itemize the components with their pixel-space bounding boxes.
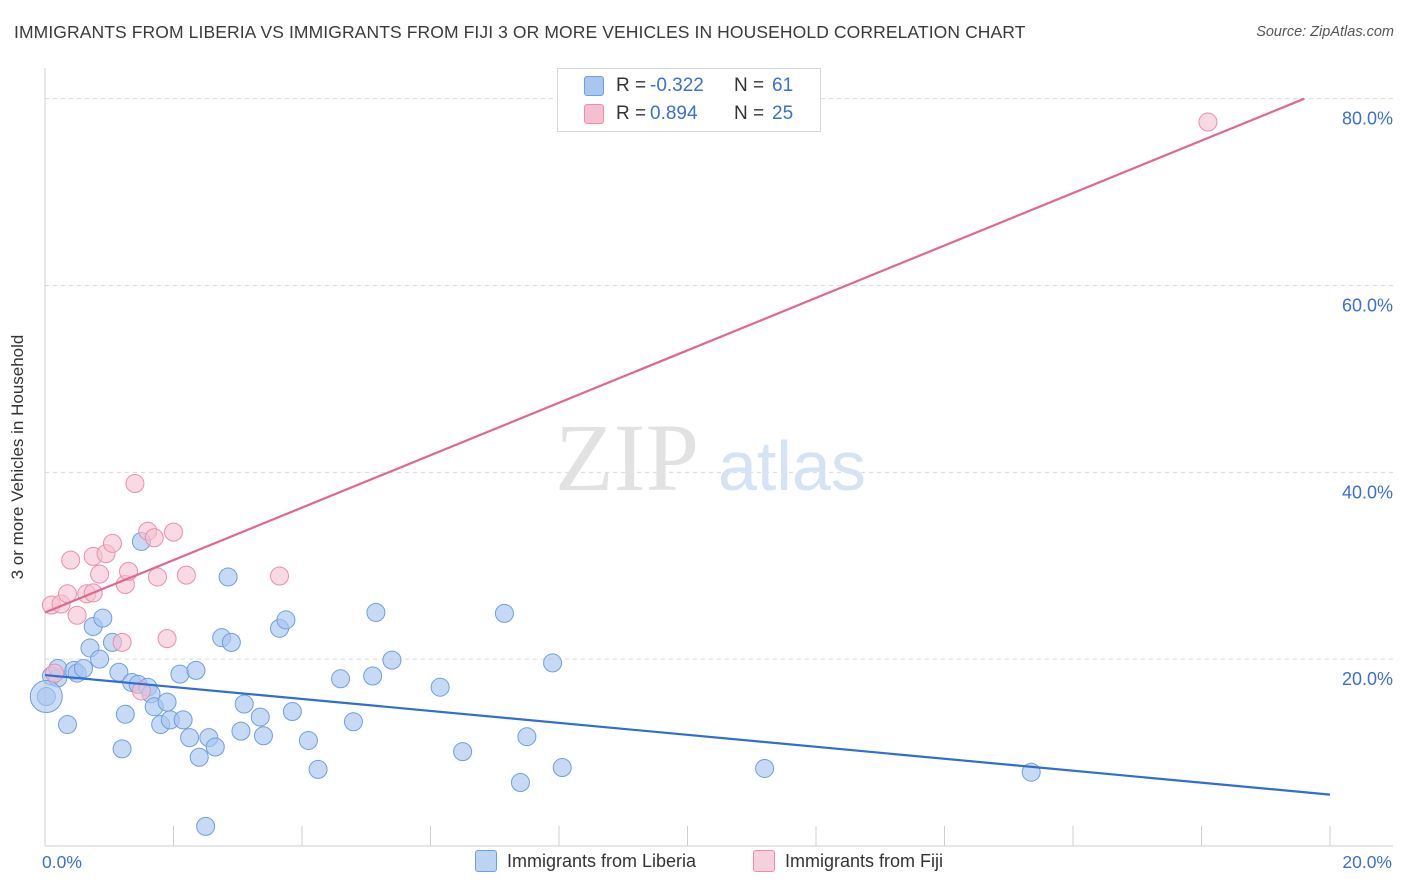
series-fiji-points (41, 112, 1218, 701)
y-tick-label: 40.0% (1342, 482, 1393, 502)
fiji-point[interactable] (270, 566, 290, 586)
liberia-point[interactable] (382, 650, 402, 670)
y-tick-label: 80.0% (1342, 109, 1393, 129)
fiji-point[interactable] (67, 605, 87, 625)
liberia-point[interactable] (552, 758, 572, 778)
liberia-point[interactable] (29, 680, 63, 714)
x-tick-label-min: 0.0% (42, 852, 82, 872)
fiji-trend-line (44, 97, 1305, 614)
trend-lines (44, 97, 1331, 796)
liberia-point[interactable] (180, 728, 200, 748)
liberia-point[interactable] (755, 758, 775, 778)
watermark: ZIP atlas (555, 404, 866, 511)
liberia-point[interactable] (366, 602, 386, 622)
liberia-point[interactable] (276, 610, 296, 630)
r-value: 0.894 (650, 103, 698, 124)
fiji-point[interactable] (1198, 112, 1218, 132)
n-value: 25 (772, 103, 794, 124)
fiji-point[interactable] (61, 550, 81, 570)
liberia-point[interactable] (90, 649, 110, 669)
r-label: R = (616, 75, 647, 96)
liberia-swatch (584, 76, 604, 96)
fiji-point[interactable] (45, 663, 65, 683)
liberia-point[interactable] (186, 660, 206, 680)
fiji-point[interactable] (147, 567, 167, 587)
watermark-zip: ZIP (555, 404, 699, 511)
y-axis-tick-labels: 20.0% 40.0% 60.0% 80.0% (1342, 109, 1393, 689)
liberia-point[interactable] (196, 816, 216, 836)
x-tick-label-max: 20.0% (1342, 852, 1392, 872)
liberia-point[interactable] (218, 567, 238, 587)
liberia-point[interactable] (173, 710, 193, 730)
liberia-trend-line (44, 673, 1331, 796)
r-value: -0.322 (650, 75, 704, 96)
legend-label-liberia: Immigrants from Liberia (507, 850, 697, 871)
n-label: N = (734, 103, 765, 124)
liberia-point[interactable] (74, 659, 94, 679)
y-axis-label: 3 or more Vehicles in Household (8, 334, 27, 580)
y-tick-label: 20.0% (1342, 669, 1393, 689)
liberia-point[interactable] (331, 669, 351, 689)
liberia-point[interactable] (157, 692, 177, 712)
liberia-point[interactable] (494, 603, 514, 623)
fiji-point[interactable] (131, 681, 151, 701)
watermark-atlas: atlas (718, 427, 866, 505)
liberia-point[interactable] (253, 726, 273, 746)
series-liberia-points (29, 531, 1041, 836)
y-tick-label: 60.0% (1342, 296, 1393, 316)
liberia-point[interactable] (453, 742, 473, 762)
liberia-point[interactable] (343, 712, 363, 732)
legend-label-fiji: Immigrants from Fiji (785, 850, 944, 871)
liberia-legend-swatch (475, 850, 497, 872)
chart-title: IMMIGRANTS FROM LIBERIA VS IMMIGRANTS FR… (14, 22, 1026, 42)
n-label: N = (734, 75, 765, 96)
x-axis-ticks (44, 826, 1331, 846)
liberia-point[interactable] (205, 737, 225, 757)
stats-legend: R = -0.322 N = 61 R = 0.894 N = 25 (557, 68, 821, 132)
source-label: Source: ZipAtlas.com (1256, 24, 1394, 40)
liberia-point[interactable] (93, 608, 113, 628)
n-value: 61 (772, 75, 794, 96)
fiji-point[interactable] (176, 565, 196, 585)
liberia-point[interactable] (363, 666, 383, 686)
liberia-point[interactable] (308, 759, 328, 779)
series-legend: Immigrants from Liberia Immigrants from … (0, 850, 1406, 878)
liberia-point[interactable] (112, 739, 132, 759)
liberia-point[interactable] (282, 701, 302, 721)
fiji-point[interactable] (125, 474, 145, 494)
liberia-point[interactable] (234, 694, 254, 714)
liberia-point[interactable] (510, 772, 530, 792)
liberia-point[interactable] (221, 632, 241, 652)
liberia-point[interactable] (430, 677, 450, 697)
legend-item-liberia[interactable]: Immigrants from Liberia (475, 850, 696, 872)
r-label: R = (616, 103, 647, 124)
fiji-point[interactable] (102, 533, 122, 553)
fiji-point[interactable] (164, 522, 183, 542)
liberia-point[interactable] (189, 747, 209, 767)
fiji-swatch (584, 104, 604, 124)
liberia-point[interactable] (517, 727, 537, 747)
liberia-point[interactable] (170, 664, 190, 684)
legend-item-fiji[interactable]: Immigrants from Fiji (753, 850, 943, 872)
fiji-point[interactable] (90, 564, 110, 584)
liberia-point[interactable] (250, 707, 270, 727)
liberia-point[interactable] (115, 704, 135, 724)
liberia-point[interactable] (543, 653, 563, 673)
fiji-point[interactable] (157, 629, 177, 649)
liberia-point[interactable] (231, 721, 251, 741)
liberia-point[interactable] (298, 730, 318, 750)
fiji-point[interactable] (112, 632, 132, 652)
liberia-point[interactable] (57, 715, 77, 735)
fiji-point[interactable] (144, 528, 164, 548)
fiji-legend-swatch (753, 850, 775, 872)
grid-lines (45, 98, 1393, 660)
